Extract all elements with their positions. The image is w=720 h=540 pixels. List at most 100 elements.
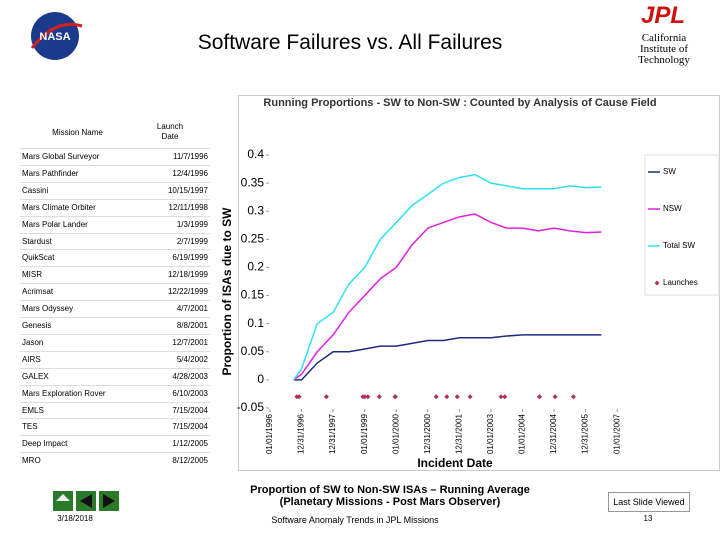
chart-title: Running Proportions - SW to Non-SW : Cou… [263, 97, 657, 109]
launch-marker [552, 394, 558, 400]
row-line [20, 266, 210, 268]
mission-name: AIRS [22, 354, 41, 364]
series-line [293, 334, 602, 381]
x-tick-label: 12/31/2005 [581, 413, 590, 454]
row-line [20, 148, 210, 149]
mission-name: Mars Polar Lander [22, 219, 88, 229]
y-tick-label: 0.2 [247, 260, 264, 274]
launch-date: 4/7/2001 [176, 304, 208, 314]
launch-date: 12/22/1999 [167, 287, 208, 297]
launch-date: 1/12/2005 [172, 439, 208, 449]
launch-date: 1/3/1999 [176, 219, 208, 229]
y-tick-label: 0.15 [241, 288, 265, 302]
mission-name: Mars Pathfinder [22, 168, 79, 178]
x-tick-label: 01/01/2003 [486, 413, 495, 454]
y-tick-label: -0.05 [237, 400, 265, 414]
mission-name: Jason [22, 337, 44, 347]
institution: California Institute of Technology [638, 32, 690, 66]
mission-table: Mission Name Launch Date Mars Global Surve… [20, 118, 210, 470]
launch-marker [296, 394, 302, 400]
y-tick-label: 0.05 [241, 344, 265, 358]
row-line [20, 164, 210, 166]
y-tick-label: 0.1 [247, 316, 264, 330]
mission-name: Mars Exploration Rover [22, 388, 106, 398]
y-tick-label: 0.4 [247, 147, 264, 161]
launch-date: 12/4/1996 [172, 168, 208, 178]
launch-marker [498, 394, 504, 400]
row-line [20, 249, 210, 251]
launch-marker [570, 394, 576, 400]
launch-date: 7/15/2004 [172, 405, 208, 415]
mission-name: Genesis [22, 321, 52, 330]
mission-name: Mars Odyssey [22, 304, 74, 314]
launch-date: 5/4/2002 [176, 354, 208, 364]
jpl-logo: JPL [640, 2, 685, 29]
legend-label: Total SW [663, 241, 695, 250]
launch-marker [362, 394, 368, 400]
x-tick-label: 12/31/1996 [297, 413, 306, 454]
mission-name: QuikScat [22, 253, 55, 263]
mission-name: GALEX [22, 371, 49, 381]
mission-name: Stardust [22, 236, 52, 246]
row-line [20, 418, 210, 420]
x-tick-label: 12/31/1997 [328, 413, 337, 454]
x-tick-label: 12/31/2004 [549, 413, 558, 454]
launch-marker [392, 394, 398, 400]
series-line [293, 173, 602, 381]
row-line [20, 384, 210, 386]
legend-label: Launches [663, 278, 698, 287]
mission-name: Acrimsat [22, 287, 54, 297]
mission-name: Mars Global Surveyor [22, 152, 100, 161]
launch-date: 12/11/1998 [168, 202, 208, 212]
page-number: 13 [643, 514, 653, 523]
x-tick-label: 01/01/1996 [265, 413, 274, 454]
mission-name: Cassini [22, 185, 49, 195]
row-line [20, 452, 210, 454]
footer-title: Software Anomaly Trends in JPL Missions [271, 515, 439, 525]
y-tick-label: 0.25 [241, 232, 265, 246]
back-arrow [80, 494, 92, 508]
mission-name: Deep Impact [22, 439, 68, 449]
row-line [20, 317, 210, 318]
y-axis-label: Proportion of ISAs due to SW [220, 207, 234, 376]
logo-swoosh [30, 22, 83, 49]
launch-marker [376, 394, 382, 400]
launch-marker [365, 394, 371, 400]
launch-date: 8/8/2001 [176, 321, 208, 330]
launch-marker [433, 394, 439, 400]
nasa-logo: NASA [30, 12, 83, 60]
slide-title: Software Failures vs. All Failures [197, 31, 503, 54]
footer-date: 3/18/2018 [57, 514, 93, 523]
x-tick-label: 01/01/2004 [518, 413, 527, 454]
launch-date: 11/7/1996 [173, 152, 208, 161]
row-line [20, 215, 210, 217]
launch-marker [454, 394, 460, 400]
launch-marker [323, 394, 329, 400]
x-tick-label: 12/31/2001 [454, 413, 463, 454]
row-line [20, 350, 210, 352]
launch-date: 12/18/1999 [167, 270, 208, 280]
header-cell: Mission Name [52, 128, 103, 137]
x-tick-label: 01/01/2000 [391, 413, 400, 454]
row-line [20, 283, 210, 285]
y-tick-label: 0.3 [247, 203, 264, 217]
launch-marker [502, 394, 508, 400]
last-slide-button[interactable]: Last Slide Viewed [608, 492, 690, 512]
mission-name: EMLS [22, 405, 44, 415]
mission-name: Mars Climate Orbiter [22, 202, 96, 212]
row-line [20, 232, 210, 234]
caption: Proportion of SW to Non-SW ISAs – Runnin… [250, 484, 530, 508]
x-tick-label: 01/01/2007 [612, 413, 621, 454]
header-cell: Launch Date [156, 122, 184, 141]
row-line [20, 181, 210, 183]
launch-date: 8/12/2005 [172, 456, 208, 466]
mission-name: MISR [22, 270, 42, 280]
series-line [293, 213, 602, 381]
x-tick-label: 01/01/1999 [360, 413, 369, 454]
row-line [20, 367, 210, 369]
legend-marker [654, 280, 660, 286]
row-line [20, 435, 210, 437]
x-axis-label: Incident Date [417, 456, 493, 470]
